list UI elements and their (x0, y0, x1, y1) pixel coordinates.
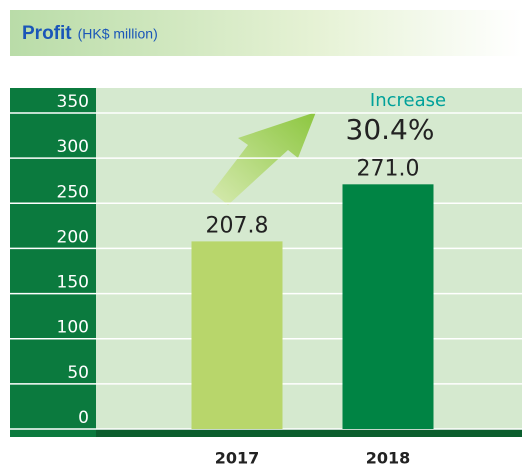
y-axis-panel (10, 88, 96, 437)
y-tick-label: 50 (67, 363, 89, 383)
annotation-label: Increase (370, 90, 446, 111)
x-axis-bar (96, 429, 522, 437)
value-label: 207.8 (206, 213, 269, 238)
y-tick-label: 100 (57, 318, 89, 338)
bar (342, 184, 434, 429)
y-tick-label: 200 (57, 227, 89, 247)
y-tick-label: 150 (57, 273, 89, 293)
y-tick-label: 350 (57, 92, 89, 112)
bar (191, 241, 283, 429)
y-tick-label: 250 (57, 182, 89, 202)
value-label: 271.0 (357, 156, 420, 181)
plot-area (96, 88, 522, 429)
chart-title: Profit (22, 23, 72, 44)
chart-subtitle: (HK$ million) (78, 26, 158, 42)
x-tick-label: 2018 (366, 449, 411, 468)
y-tick-label: 0 (78, 408, 89, 428)
annotation-value: 30.4% (346, 113, 435, 146)
x-tick-label: 2017 (215, 449, 260, 468)
y-tick-label: 300 (57, 137, 89, 157)
header-band (10, 10, 522, 56)
